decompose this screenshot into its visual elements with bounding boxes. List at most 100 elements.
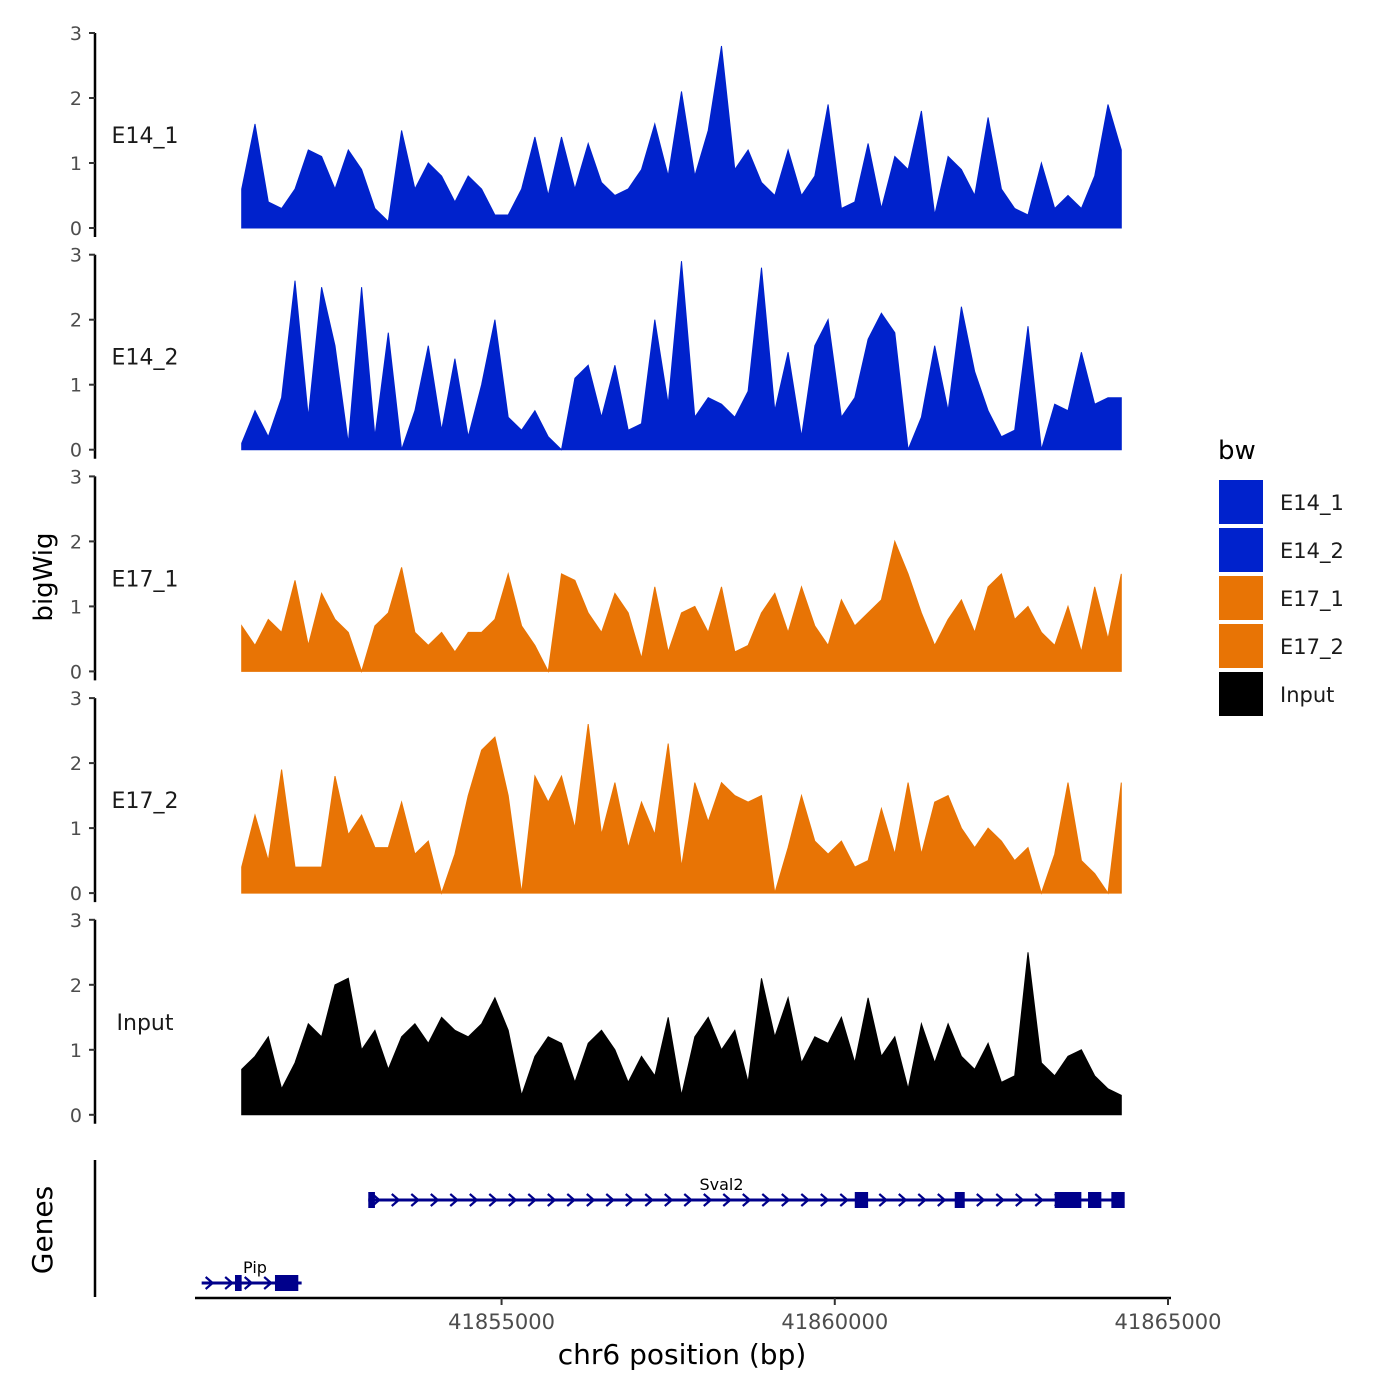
strand-arrow [224, 1276, 234, 1290]
coverage-area-Input [241, 952, 1122, 1116]
strand-arrow [469, 1193, 479, 1207]
y-tick-label-3: 3 [70, 910, 82, 932]
y-tick-label-3: 3 [70, 466, 82, 488]
y-tick-label-2: 2 [70, 310, 82, 332]
strand-arrow [664, 1193, 674, 1207]
gene-exon [274, 1275, 299, 1291]
y-tick-label-2: 2 [70, 88, 82, 110]
strand-arrow [917, 1193, 927, 1207]
strand-arrow [800, 1193, 810, 1207]
coverage-area-E17_2 [241, 724, 1122, 895]
legend-label-Input: Input [1280, 683, 1334, 707]
track-panel-E14_1: 0 1 2 3 E14_1 [70, 23, 1122, 240]
gene-exon [1054, 1192, 1082, 1208]
track-label-E17_1: E17_1 [112, 567, 179, 592]
y-tick-label-2: 2 [70, 753, 82, 775]
strand-arrow [839, 1193, 849, 1207]
track-label-E17_2: E17_2 [112, 789, 179, 814]
y-tick-label-0: 0 [70, 218, 82, 240]
y-tick-label-3: 3 [70, 23, 82, 45]
strand-arrow [722, 1193, 732, 1207]
legend-label-E14_1: E14_1 [1280, 491, 1344, 516]
track-panel-E17_1: 0 1 2 3 E17_1 [70, 466, 1122, 683]
x-tick-label-41865000: 41865000 [1115, 1310, 1222, 1334]
y-tick-label-0: 0 [70, 661, 82, 683]
gene-Pip: Pip [201, 1258, 302, 1291]
strand-arrow [243, 1276, 254, 1290]
strand-arrow [820, 1193, 830, 1207]
gene-exon [954, 1192, 965, 1208]
y-tick-label-0: 0 [70, 883, 82, 905]
legend-swatch-Input [1219, 672, 1263, 716]
y-tick-label-1: 1 [70, 596, 82, 618]
legend-label-E14_2: E14_2 [1280, 539, 1344, 564]
x-tick-label-41855000: 41855000 [448, 1310, 555, 1334]
legend-label-E17_2: E17_2 [1280, 635, 1344, 660]
legend-swatch-E14_2 [1219, 528, 1263, 572]
x-tick-label-41860000: 41860000 [781, 1310, 888, 1334]
y-tick-label-0: 0 [70, 1105, 82, 1127]
strand-arrow [761, 1193, 771, 1207]
legend-swatch-E17_1 [1219, 576, 1263, 620]
strand-arrow [937, 1193, 947, 1207]
coverage-area-E14_1 [241, 45, 1122, 229]
y-tick-label-1: 1 [70, 818, 82, 840]
y-axis-label: bigWig [29, 532, 59, 621]
strand-arrow [703, 1193, 713, 1207]
coverage-area-E14_2 [241, 261, 1122, 451]
strand-arrow [605, 1193, 615, 1207]
gene-exon [234, 1275, 242, 1291]
track-panel-E17_2: 0 1 2 3 E17_2 [70, 688, 1122, 905]
y-tick-label-3: 3 [70, 688, 82, 710]
genes-track: Sval2 Pip [93, 1160, 1125, 1297]
strand-arrow [263, 1276, 273, 1290]
strand-arrow [878, 1193, 888, 1207]
strand-arrow [742, 1193, 752, 1207]
track-label-E14_2: E14_2 [112, 346, 179, 371]
gene-exon [1088, 1192, 1102, 1208]
strand-arrow [430, 1193, 440, 1207]
legend-swatch-E14_1 [1219, 480, 1263, 524]
gene-exon [1111, 1192, 1125, 1208]
strand-arrow [547, 1193, 557, 1207]
track-label-E14_1: E14_1 [112, 124, 179, 149]
x-axis-label: chr6 position (bp) [558, 1338, 807, 1371]
legend-label-E17_1: E17_1 [1280, 587, 1344, 612]
strand-arrow [781, 1193, 791, 1207]
legend-title: bw [1218, 436, 1256, 466]
gene-exon [854, 1192, 869, 1208]
tracks-group: 0 1 2 3 E14_1 0 1 2 3 E14_2 0 1 2 3 E17_1 0 1 2 3 E17_2 0 1 2 3… [70, 23, 1122, 1127]
track-panel-E14_2: 0 1 2 3 E14_2 [70, 245, 1122, 462]
track-panel-Input: 0 1 2 3 Input [70, 910, 1122, 1127]
strand-arrow [410, 1193, 420, 1207]
gene-Sval2: Sval2 [368, 1175, 1125, 1208]
strand-arrow [566, 1193, 576, 1207]
y-tick-label-1: 1 [70, 375, 82, 397]
genes-axis-label: Genes [26, 1186, 59, 1274]
strand-arrow [586, 1193, 596, 1207]
gene-exon [368, 1192, 375, 1208]
strand-arrow [976, 1193, 986, 1207]
y-tick-label-2: 2 [70, 531, 82, 553]
gene-label-Sval2: Sval2 [699, 1175, 743, 1194]
strand-arrow [391, 1193, 401, 1207]
strand-arrow [1015, 1193, 1025, 1207]
strand-arrow [1034, 1193, 1044, 1207]
strand-arrow [625, 1193, 635, 1207]
y-tick-label-2: 2 [70, 975, 82, 997]
legend: bw E14_1 E14_2 E17_1 E17_2 Input [1218, 436, 1344, 716]
track-label-Input: Input [117, 1011, 174, 1036]
x-axis: 41855000 41860000 41865000 [195, 1296, 1222, 1334]
coverage-area-E17_1 [241, 539, 1122, 674]
legend-swatch-E17_2 [1219, 624, 1263, 668]
strand-arrow [527, 1193, 537, 1207]
y-tick-label-1: 1 [70, 1040, 82, 1062]
strand-arrow [644, 1193, 654, 1207]
gene-label-Pip: Pip [243, 1258, 267, 1277]
strand-arrow [204, 1276, 215, 1290]
strand-arrow [488, 1193, 498, 1207]
y-tick-label-3: 3 [70, 245, 82, 267]
strand-arrow [508, 1193, 518, 1207]
strand-arrow [449, 1193, 459, 1207]
